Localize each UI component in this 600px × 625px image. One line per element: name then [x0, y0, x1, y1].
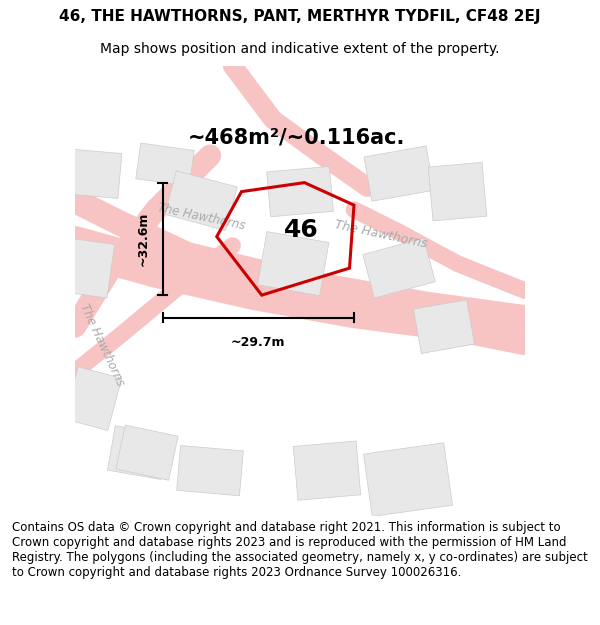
FancyBboxPatch shape — [364, 146, 434, 201]
Text: The Hawthorns: The Hawthorns — [77, 301, 127, 388]
FancyBboxPatch shape — [413, 300, 475, 354]
FancyBboxPatch shape — [64, 149, 122, 198]
FancyBboxPatch shape — [165, 171, 237, 231]
FancyBboxPatch shape — [176, 446, 244, 496]
FancyBboxPatch shape — [64, 367, 122, 431]
FancyBboxPatch shape — [107, 426, 169, 479]
Text: 46: 46 — [284, 218, 319, 242]
FancyBboxPatch shape — [266, 166, 334, 217]
Text: The Hawthorns: The Hawthorns — [334, 218, 428, 251]
Text: ~32.6m: ~32.6m — [136, 212, 149, 266]
FancyBboxPatch shape — [257, 232, 329, 296]
Text: Contains OS data © Crown copyright and database right 2021. This information is : Contains OS data © Crown copyright and d… — [12, 521, 588, 579]
FancyBboxPatch shape — [62, 238, 115, 298]
FancyBboxPatch shape — [136, 143, 194, 186]
Text: The Hawthorns: The Hawthorns — [156, 201, 246, 232]
FancyBboxPatch shape — [116, 425, 178, 480]
Text: ~468m²/~0.116ac.: ~468m²/~0.116ac. — [187, 127, 405, 148]
Text: ~29.7m: ~29.7m — [231, 336, 286, 349]
FancyBboxPatch shape — [363, 238, 435, 298]
FancyBboxPatch shape — [428, 162, 487, 221]
Text: 46, THE HAWTHORNS, PANT, MERTHYR TYDFIL, CF48 2EJ: 46, THE HAWTHORNS, PANT, MERTHYR TYDFIL,… — [59, 9, 541, 24]
FancyBboxPatch shape — [293, 441, 361, 500]
FancyBboxPatch shape — [364, 442, 452, 516]
Text: Map shows position and indicative extent of the property.: Map shows position and indicative extent… — [100, 42, 500, 56]
